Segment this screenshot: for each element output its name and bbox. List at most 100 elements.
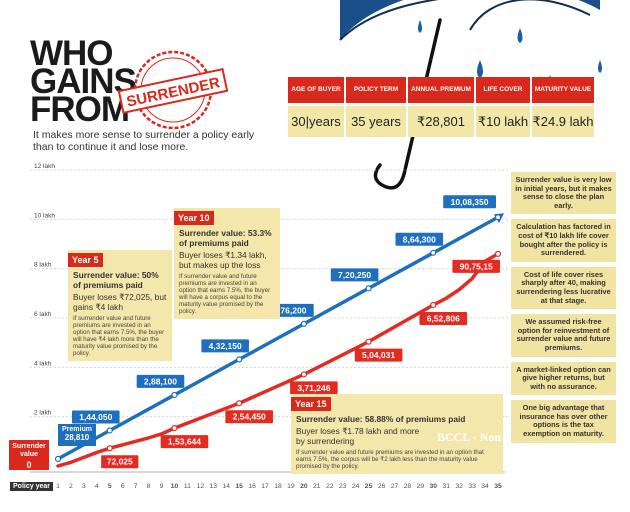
premium-label-box xyxy=(443,195,496,209)
surrender-point xyxy=(300,371,307,378)
x-tick-label: 19 xyxy=(287,483,295,490)
surrender-data-label: 2,54,450 xyxy=(233,412,266,422)
title-line-3: FROM xyxy=(30,90,130,129)
surrender-label-box xyxy=(290,381,338,395)
callout-year-10-small: If surrender value and future premiums a… xyxy=(179,273,271,315)
premium-data-label: 2,88,100 xyxy=(144,376,177,386)
premium-point xyxy=(365,285,372,292)
value-age: 30|years xyxy=(288,103,344,137)
x-tick-label: 14 xyxy=(222,483,230,490)
x-tick-label: 4 xyxy=(95,483,99,490)
surrender-data-label: 5,04,031 xyxy=(362,350,395,360)
raindrop-icon xyxy=(517,28,523,43)
premium-data-label: 7,20,250 xyxy=(338,270,371,280)
raindrop-icon xyxy=(418,20,422,33)
premium-line xyxy=(56,215,500,461)
premium-label-box xyxy=(395,232,444,246)
umbrella-handle xyxy=(373,18,442,190)
x-tick-label: 31 xyxy=(442,483,450,490)
surrender-data-label: 1,53,644 xyxy=(168,437,201,447)
premium-label-box xyxy=(330,268,379,282)
policy-info-table: AGE OF BUYER POLICY TERM ANNUAL PREMIUM … xyxy=(286,77,596,137)
umbrella-illustration xyxy=(339,0,602,190)
surrender-label-box xyxy=(160,435,209,449)
premium-point xyxy=(494,214,502,221)
surrender-data-label: 6,52,806 xyxy=(427,313,460,323)
premium-point xyxy=(430,249,437,256)
x-tick-label: 30 xyxy=(430,483,438,490)
premium-point xyxy=(236,356,243,363)
callout-year-15-main: Surrender value: 58.88% of premiums paid xyxy=(296,414,466,424)
x-tick-label: 16 xyxy=(248,483,256,490)
surrender-point xyxy=(430,301,437,309)
x-tick-label: 12 xyxy=(197,483,205,490)
surrender-label-box xyxy=(419,311,468,325)
surrender-label-box xyxy=(225,410,273,424)
callout-year-10: Year 10 Surrender value: 53.3% of premiu… xyxy=(174,208,280,319)
callout-year-5-sub: Buyer loses ₹72,025, but gains ₹4 lakh xyxy=(73,292,167,312)
callout-year-5-head: Year 5 xyxy=(68,253,103,267)
x-tick-label: 29 xyxy=(417,483,425,490)
header-cover: LIFE COVER xyxy=(476,77,530,103)
title-line-1: WHO xyxy=(30,34,114,73)
header-term: POLICY TERM xyxy=(346,77,406,103)
umbrella-canopy xyxy=(340,0,600,40)
x-tick-label: 34 xyxy=(481,483,489,490)
callout-year-15: Year 15 Surrender value: 58.88% of premi… xyxy=(291,394,503,474)
x-tick-label: 23 xyxy=(339,483,347,490)
header-premium: ANNUAL PREMIUM xyxy=(408,77,474,103)
premium-point xyxy=(171,391,178,399)
x-tick-label: 25 xyxy=(365,483,373,490)
x-tick-label: 20 xyxy=(300,483,308,490)
surrender-point xyxy=(365,338,372,345)
premium-start-label: Premium xyxy=(62,426,92,433)
surrender-label-box xyxy=(101,455,139,469)
callout-year-15-head: Year 15 xyxy=(291,397,331,411)
x-tick-label: 32 xyxy=(455,483,463,490)
x-tick-label: 10 xyxy=(171,483,179,490)
x-tick-label: 22 xyxy=(326,483,334,490)
side-note: One big advantage that insurance has ove… xyxy=(511,400,616,443)
premium-data-label: 1,44,050 xyxy=(79,412,112,422)
x-tick-label: 26 xyxy=(378,483,386,490)
premium-data-label: 5,76,200 xyxy=(273,305,306,315)
surrender-point xyxy=(236,400,243,407)
raindrop-icon xyxy=(477,60,483,78)
surrender-label-box xyxy=(354,348,403,362)
callout-year-10-main: Surrender value: 53.3% of premiums paid xyxy=(179,228,272,248)
side-note: Calculation has factored in cost of ₹10 … xyxy=(511,219,616,262)
callout-year-15-small: If surrender value and future premiums a… xyxy=(296,449,484,470)
x-tick-label: 3 xyxy=(82,483,86,490)
premium-label-box xyxy=(71,410,120,424)
surrender-label-box xyxy=(452,259,500,273)
policy-year-label: Policy year xyxy=(10,482,53,491)
premium-label-box xyxy=(136,374,185,388)
surrender-value-start-box: Surrender value 0 xyxy=(9,440,49,470)
x-tick-label: 7 xyxy=(134,483,138,490)
premium-start-value: 28,810 xyxy=(64,433,90,442)
surrender-point xyxy=(494,250,502,257)
premium-data-label: 10,08,350 xyxy=(451,197,489,207)
x-tick-label: 35 xyxy=(494,483,502,490)
callout-year-15-sub: Buyer loses ₹1.78 lakh and more by surre… xyxy=(296,426,420,446)
header-maturity: MATURITY VALUE xyxy=(532,77,594,103)
surrender-point xyxy=(106,445,113,452)
premium-label-box xyxy=(201,339,249,353)
x-tick-label: 9 xyxy=(160,483,164,490)
x-tick-label: 24 xyxy=(352,483,360,490)
premium-data-label: 4,32,150 xyxy=(209,341,242,351)
y-tick-label: 12 lakh xyxy=(34,163,55,170)
x-tick-label: 18 xyxy=(274,483,282,490)
x-tick-label: 27 xyxy=(391,483,399,490)
side-notes: Surrender value is very low in initial y… xyxy=(511,172,616,448)
surrender-data-label: 72,025 xyxy=(107,457,133,467)
x-tick-label: 15 xyxy=(235,483,243,490)
premium-point xyxy=(300,320,307,327)
surrender-point xyxy=(171,425,178,432)
surrender-value-start-label: Surrender value xyxy=(12,443,46,458)
surrender-data-label: 3,71,246 xyxy=(297,383,330,393)
y-tick-label: 4 lakh xyxy=(34,360,52,367)
x-tick-label: 28 xyxy=(404,483,412,490)
